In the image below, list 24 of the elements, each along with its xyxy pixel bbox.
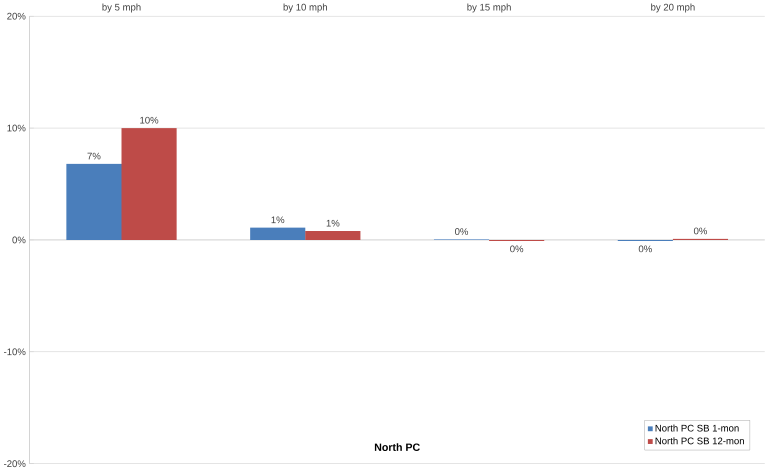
x-tick-label: by 5 mph bbox=[102, 4, 141, 13]
y-tick-label: 10% bbox=[7, 124, 26, 132]
data-label: 0% bbox=[510, 246, 524, 252]
x-tick-label: by 15 mph bbox=[467, 4, 511, 13]
bar bbox=[66, 164, 122, 240]
y-tick-label: 20% bbox=[7, 12, 26, 20]
y-tick-label: -10% bbox=[4, 348, 26, 356]
data-label: 10% bbox=[140, 117, 158, 124]
text: North PC bbox=[374, 443, 420, 452]
data-label: 0% bbox=[694, 228, 708, 235]
bar bbox=[250, 228, 306, 240]
legend-label: North PC SB 1-mon bbox=[656, 424, 739, 432]
data-label: 1% bbox=[326, 220, 340, 227]
x-tick-label: by 10 mph bbox=[284, 4, 327, 13]
data-label: 1% bbox=[272, 216, 284, 224]
x-tick-label: by 20 mph bbox=[651, 4, 695, 13]
y-tick-label: 0% bbox=[12, 236, 26, 244]
bar bbox=[122, 128, 177, 240]
data-label: 0% bbox=[638, 246, 652, 252]
data-label: 0% bbox=[454, 228, 468, 236]
legend-label: North PC SB 12-mon bbox=[656, 437, 744, 444]
data-label: 7% bbox=[88, 152, 100, 160]
bar bbox=[305, 231, 360, 240]
y-tick-label: -20% bbox=[4, 460, 26, 468]
